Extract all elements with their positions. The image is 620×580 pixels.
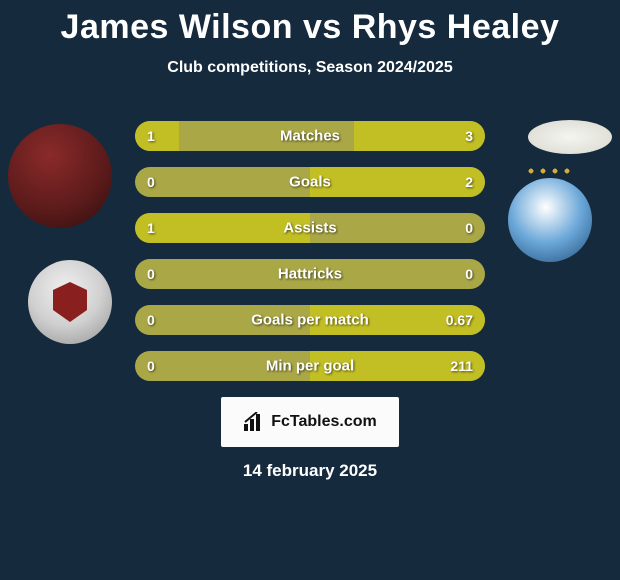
stat-label: Goals: [289, 174, 331, 191]
stat-row: 0 Hattricks 0: [135, 259, 485, 289]
stat-value-right: 211: [450, 358, 473, 374]
stat-value-right: 2: [465, 174, 473, 190]
fctables-watermark: FcTables.com: [221, 397, 399, 447]
stat-label: Hattricks: [278, 266, 342, 283]
player1-club-badge: [28, 260, 112, 344]
stat-row: 0 Min per goal 211: [135, 351, 485, 381]
stat-value-left: 1: [147, 128, 155, 144]
stat-fill-left: [135, 121, 179, 151]
stat-row: 0 Goals 2: [135, 167, 485, 197]
fctables-label: FcTables.com: [271, 413, 377, 431]
stat-value-left: 0: [147, 312, 155, 328]
date-label: 14 february 2025: [0, 461, 620, 481]
stat-value-right: 3: [465, 128, 473, 144]
subtitle: Club competitions, Season 2024/2025: [0, 59, 620, 77]
stat-value-right: 0: [465, 220, 473, 236]
player2-club-badge: [508, 178, 592, 262]
page-title: James Wilson vs Rhys Healey: [0, 0, 620, 47]
stat-value-left: 0: [147, 174, 155, 190]
stat-value-right: 0: [465, 266, 473, 282]
stat-label: Matches: [280, 128, 340, 145]
player2-avatar: [528, 120, 612, 154]
stat-value-right: 0.67: [446, 312, 473, 328]
stat-value-left: 0: [147, 358, 155, 374]
stat-value-left: 0: [147, 266, 155, 282]
stat-row: 1 Matches 3: [135, 121, 485, 151]
fctables-logo-icon: [243, 412, 265, 432]
stat-row: 0 Goals per match 0.67: [135, 305, 485, 335]
stat-fill-right: [310, 167, 485, 197]
stat-row: 1 Assists 0: [135, 213, 485, 243]
player1-avatar: [8, 124, 112, 228]
stat-value-left: 1: [147, 220, 155, 236]
stat-label: Goals per match: [251, 312, 369, 329]
stat-label: Assists: [283, 220, 336, 237]
stat-label: Min per goal: [266, 358, 354, 375]
